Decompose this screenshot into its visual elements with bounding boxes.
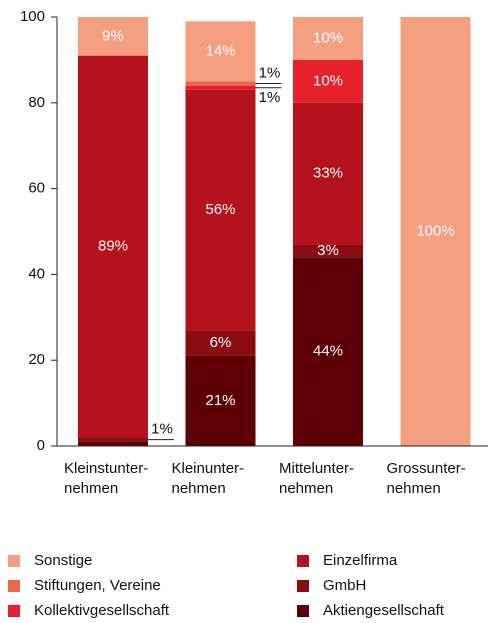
value-label: 6%	[210, 334, 232, 351]
legend-swatch	[8, 605, 20, 617]
value-label: 56%	[205, 201, 235, 218]
x-tick-label: Mittelunter- nehmen	[279, 460, 355, 497]
y-tick-label: 100	[20, 8, 45, 25]
x-tick-label: Grossunter- nehmen	[386, 460, 466, 497]
bar-segment	[185, 85, 256, 90]
value-label: 9%	[102, 27, 124, 44]
x-tick-label: Kleinunter- nehmen	[171, 460, 245, 497]
bar-segment	[400, 17, 471, 446]
legend-swatch	[8, 580, 20, 592]
legend-label: Sonstige	[34, 552, 92, 569]
y-tick-label: 40	[28, 265, 45, 282]
bar-segment	[293, 59, 363, 103]
legend-label: GmbH	[323, 577, 366, 594]
legend-label: Kollektivgesellschaft	[34, 602, 170, 619]
bar-segment	[293, 17, 363, 60]
bar-segment	[78, 437, 148, 442]
bar-segment	[78, 55, 148, 438]
y-tick-label: 80	[28, 94, 45, 111]
value-label: 3%	[317, 242, 339, 259]
value-label: 89%	[98, 237, 128, 254]
legend-label: Stiftungen, Vereine	[34, 577, 161, 594]
value-label: 10%	[313, 72, 343, 89]
bar-segment	[78, 17, 148, 56]
bar-segment	[185, 89, 256, 331]
bar-segment	[78, 441, 148, 446]
legend-swatch	[8, 555, 20, 567]
bar-segment	[185, 21, 256, 82]
y-tick-label: 0	[37, 437, 45, 454]
value-label: 33%	[313, 165, 343, 182]
legend-swatch	[297, 580, 309, 592]
bar-segment	[293, 257, 363, 446]
value-label: 1%	[259, 64, 281, 81]
bar-segment	[185, 355, 256, 446]
value-label: 21%	[205, 392, 235, 409]
value-label: 10%	[313, 29, 343, 46]
bar-segment	[293, 244, 363, 258]
value-label: 44%	[313, 343, 343, 360]
y-tick-label: 60	[28, 180, 45, 197]
value-label: 14%	[205, 42, 235, 59]
legend-swatch	[297, 555, 309, 567]
bar-segment	[185, 81, 256, 86]
bar-segment	[185, 330, 256, 356]
legend-swatch	[297, 605, 309, 617]
y-tick-label: 20	[28, 351, 45, 368]
value-label: 1%	[259, 89, 281, 106]
legend-label: Einzelfirma	[323, 552, 398, 569]
bar-segment	[293, 102, 363, 245]
x-tick-label: Kleinstunter- nehmen	[64, 460, 149, 497]
value-label: 100%	[416, 222, 454, 239]
value-label: 1%	[151, 421, 173, 438]
legend-label: Aktiengesellschaft	[323, 602, 445, 619]
